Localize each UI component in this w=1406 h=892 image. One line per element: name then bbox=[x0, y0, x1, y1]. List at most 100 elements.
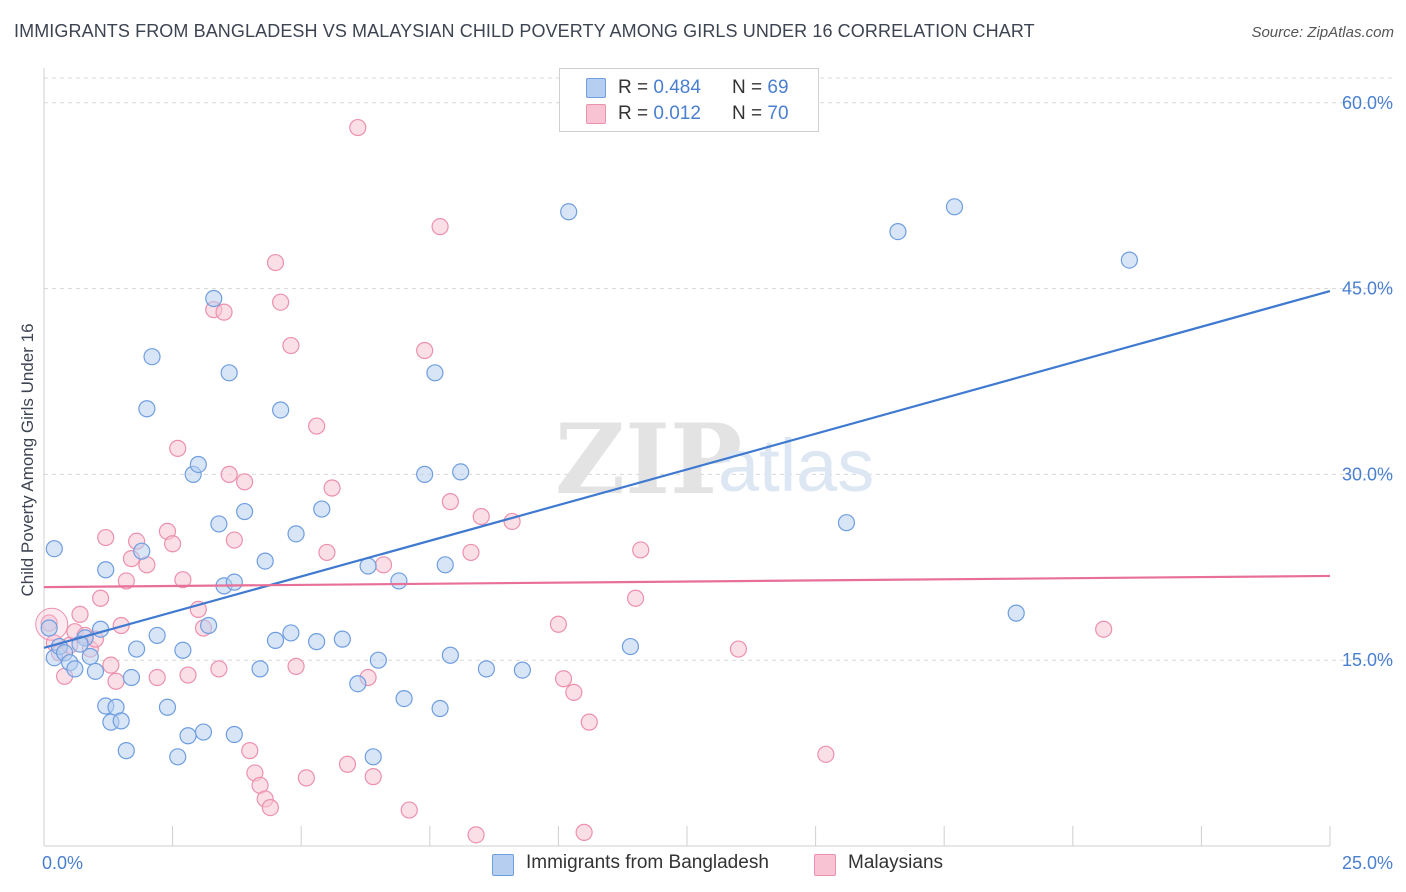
bangladesh-point bbox=[441, 646, 459, 664]
bangladesh-point bbox=[364, 748, 382, 766]
bangladesh-point bbox=[282, 624, 300, 642]
malaysians-point bbox=[210, 660, 228, 678]
y-tick-label: 45.0% bbox=[1342, 279, 1393, 299]
watermark-atlas: atlas bbox=[718, 424, 874, 507]
trend-lines bbox=[43, 289, 1331, 649]
bangladesh-point bbox=[560, 203, 578, 221]
malaysians-point bbox=[575, 823, 593, 841]
malaysians-point bbox=[117, 572, 135, 590]
bangladesh-point bbox=[313, 500, 331, 518]
legend-n-value: 69 bbox=[767, 77, 789, 98]
bangladesh-point bbox=[86, 662, 105, 680]
correlation-legend: R = 0.484 N = 69 R = 0.012 N = 70 bbox=[559, 68, 819, 132]
malaysians-point bbox=[225, 531, 243, 549]
x-tick-label: 0.0% bbox=[42, 853, 83, 873]
malaysians-point bbox=[554, 670, 573, 688]
malaysians-trend-line bbox=[43, 574, 1331, 589]
legend-r-label: R = bbox=[618, 103, 649, 124]
malaysians-point bbox=[472, 507, 490, 526]
bangladesh-point bbox=[122, 668, 141, 687]
legend-swatch-pink bbox=[586, 104, 606, 124]
legend-n-label: N = bbox=[732, 77, 763, 98]
malaysians-point bbox=[632, 541, 650, 559]
malaysians-point bbox=[261, 798, 279, 817]
malaysians-point bbox=[272, 293, 290, 311]
bangladesh-point bbox=[148, 626, 166, 645]
bangladesh-point bbox=[1007, 604, 1025, 622]
malaysians-point bbox=[323, 479, 341, 497]
bangladesh-point bbox=[225, 573, 243, 591]
bangladesh-point bbox=[945, 198, 964, 216]
malaysians-point bbox=[220, 465, 238, 483]
bangladesh-point bbox=[272, 401, 290, 419]
legend-swatch-blue bbox=[586, 78, 606, 98]
bangladesh-point bbox=[158, 698, 177, 716]
malaysians-point bbox=[102, 656, 120, 674]
malaysians-point bbox=[174, 571, 192, 589]
legend-n-value: 70 bbox=[767, 103, 789, 124]
bangladesh-point bbox=[210, 515, 228, 533]
malaysians-point bbox=[148, 668, 166, 687]
malaysians-point bbox=[626, 589, 645, 607]
bangladesh-point bbox=[287, 525, 305, 543]
bangladesh-point bbox=[308, 633, 326, 651]
malaysians-point bbox=[349, 118, 367, 137]
malaysians-point bbox=[241, 742, 259, 760]
y-tick-label: 60.0% bbox=[1342, 93, 1393, 113]
malaysians-point bbox=[164, 535, 182, 553]
bangladesh-point bbox=[395, 689, 413, 708]
malaysians-point bbox=[364, 768, 382, 786]
bangladesh-point bbox=[431, 699, 449, 718]
axes bbox=[43, 68, 1331, 847]
malaysians-point bbox=[580, 713, 598, 731]
bangladesh-point bbox=[1120, 251, 1138, 269]
malaysians-point bbox=[565, 683, 583, 702]
bangladesh-point bbox=[117, 742, 135, 760]
bangladesh-point bbox=[251, 660, 269, 678]
malaysians-point bbox=[91, 589, 110, 607]
malaysians-point bbox=[169, 439, 187, 457]
malaysians-point bbox=[338, 755, 357, 773]
bangladesh-point bbox=[837, 514, 856, 532]
bangladesh-point bbox=[452, 463, 470, 481]
bangladesh-point bbox=[169, 748, 187, 766]
bangladesh-point bbox=[513, 661, 531, 679]
bangladesh-point bbox=[889, 223, 907, 241]
bangladesh-point bbox=[45, 540, 63, 558]
bangladesh-point bbox=[333, 630, 351, 648]
bangladesh-point bbox=[179, 727, 197, 745]
bangladesh-point bbox=[127, 640, 146, 658]
malaysians-point bbox=[400, 801, 418, 819]
bangladesh-point bbox=[621, 637, 640, 656]
malaysians-point bbox=[1095, 620, 1113, 638]
bangladesh-point bbox=[66, 660, 84, 678]
bangladesh-point bbox=[390, 572, 408, 590]
malaysians-point bbox=[462, 543, 480, 562]
legend-n-label: N = bbox=[732, 103, 763, 124]
watermark: ZIP atlas bbox=[555, 403, 874, 516]
malaysians-point bbox=[549, 615, 568, 633]
bangladesh-trend-line bbox=[43, 289, 1331, 649]
bangladesh-point bbox=[236, 502, 254, 521]
bangladesh-point bbox=[40, 619, 58, 637]
malaysians-point bbox=[287, 657, 305, 675]
malaysians-point bbox=[71, 605, 89, 623]
malaysians-point bbox=[297, 769, 315, 787]
malaysians-point bbox=[729, 640, 748, 658]
malaysians-point bbox=[308, 417, 326, 435]
bangladesh-point bbox=[112, 712, 130, 730]
y-tick-label: 30.0% bbox=[1342, 464, 1393, 484]
bangladesh-point bbox=[200, 616, 218, 635]
bangladesh-point bbox=[205, 289, 223, 308]
bangladesh-point bbox=[369, 651, 387, 669]
tick-labels: 15.0% 30.0% 45.0% 60.0% 0.0% 25.0% bbox=[42, 93, 1393, 873]
legend-r-value: 0.012 bbox=[653, 103, 701, 124]
malaysians-point bbox=[179, 666, 197, 684]
bangladesh-point bbox=[138, 400, 156, 418]
source-note: Source: ZipAtlas.com bbox=[1251, 24, 1394, 41]
gridlines bbox=[44, 77, 1392, 661]
bangladesh-point bbox=[426, 364, 444, 382]
bangladesh-point bbox=[225, 725, 243, 744]
malaysians-point bbox=[431, 218, 449, 236]
